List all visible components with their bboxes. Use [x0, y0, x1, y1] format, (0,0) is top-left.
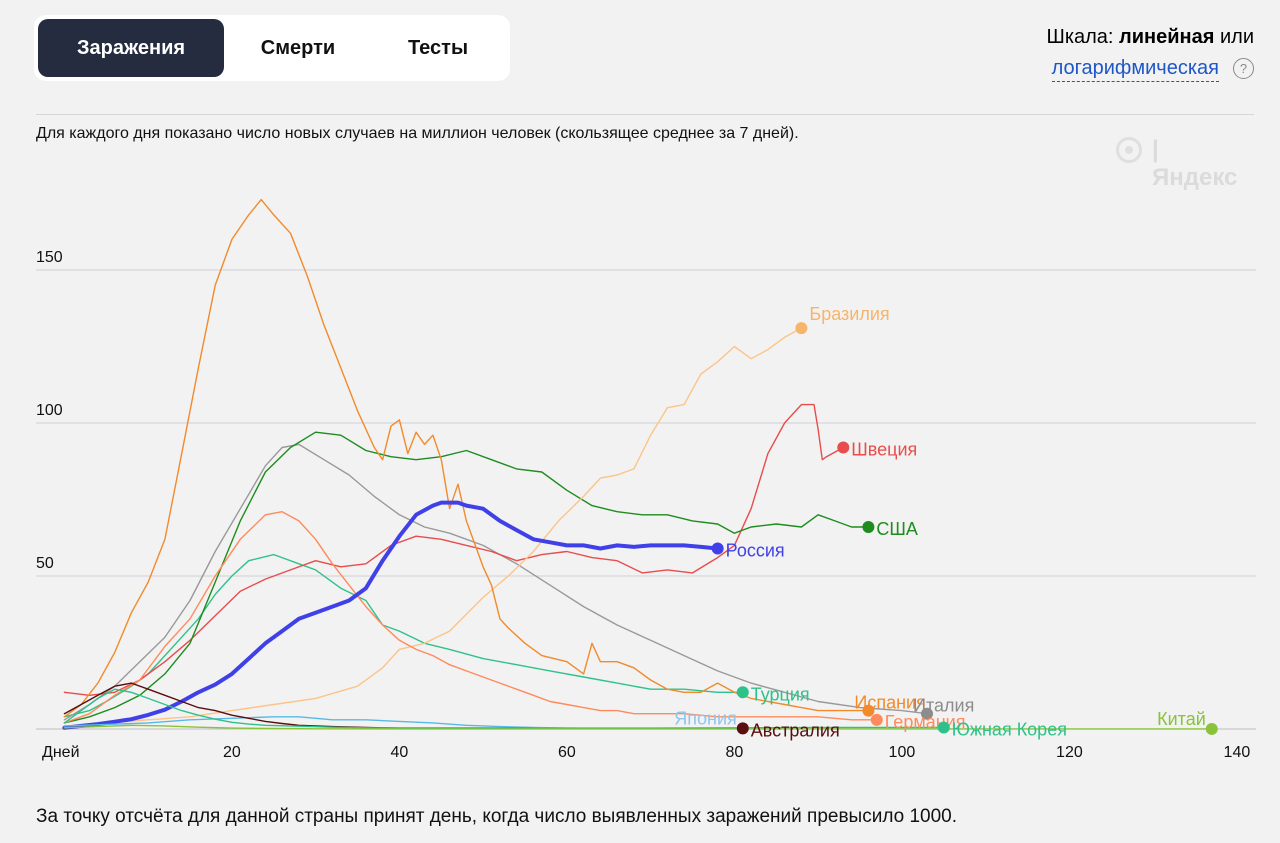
- series-line: [63, 431, 870, 724]
- series-line: [62, 500, 720, 730]
- series-end-marker: [795, 322, 808, 335]
- scale-log-link[interactable]: логарифмическая: [1051, 57, 1219, 82]
- series-end-marker: [937, 721, 950, 734]
- header-divider: [36, 114, 1254, 115]
- series-label: Испания: [854, 693, 925, 713]
- y-tick-label: 150: [36, 249, 63, 266]
- x-tick-label: 120: [1056, 744, 1083, 761]
- x-tick-label: 60: [558, 744, 576, 761]
- series-end-marker: [837, 441, 850, 454]
- series-label: Япония: [674, 708, 737, 728]
- series-line: [63, 443, 928, 721]
- x-tick-label: 40: [391, 744, 409, 761]
- chart-description: Для каждого дня показано число новых слу…: [36, 125, 799, 142]
- series-label: Турция: [751, 684, 810, 704]
- yandex-watermark: | Яндекс: [1112, 133, 1244, 191]
- series-label: Швеция: [851, 439, 917, 459]
- series-label: Италия: [913, 696, 974, 716]
- watermark-brand: | Яндекс: [1152, 136, 1238, 191]
- series-label: США: [876, 519, 918, 539]
- series-line: [63, 403, 844, 696]
- x-tick-label: 20: [223, 744, 241, 761]
- yandex-logo-icon: [1116, 137, 1142, 163]
- series-end-marker: [921, 707, 934, 720]
- help-icon[interactable]: ?: [1233, 58, 1254, 80]
- scale-label: Шкала:: [1046, 26, 1114, 48]
- tab-deaths[interactable]: Смерти: [260, 37, 336, 59]
- series-label: Австралия: [751, 720, 840, 740]
- series-end-marker: [870, 713, 883, 726]
- scale-or: или: [1219, 26, 1254, 48]
- series-line: [63, 553, 744, 718]
- series-end-marker: [736, 722, 749, 735]
- footnote: За точку отсчёта для данной страны приня…: [36, 806, 958, 827]
- scale-linear-option: линейная: [1119, 26, 1215, 48]
- x-tick-label: 140: [1224, 744, 1251, 761]
- series-end-marker: [736, 686, 749, 699]
- series-line: [63, 327, 803, 727]
- y-tick-label: 100: [36, 402, 63, 419]
- metric-tabs: Заражения Смерти Тесты: [34, 15, 510, 81]
- series-end-marker: [1205, 722, 1218, 735]
- tab-infections[interactable]: Заражения: [38, 19, 224, 77]
- x-axis-label: Дней: [42, 744, 80, 761]
- x-tick-label: 80: [726, 744, 744, 761]
- scale-switcher: Шкала: линейная или логарифмическая?: [1046, 26, 1254, 82]
- x-tick-label: 100: [889, 744, 916, 761]
- series-line: [63, 724, 1213, 730]
- series-line: [63, 511, 878, 724]
- series-end-marker: [711, 542, 724, 555]
- series-label: Россия: [726, 540, 785, 560]
- tab-tests[interactable]: Тесты: [407, 37, 469, 59]
- series-label: Бразилия: [809, 304, 889, 324]
- y-tick-label: 50: [36, 555, 54, 572]
- series-label: Южная Корея: [952, 719, 1067, 739]
- series-end-marker: [862, 521, 875, 534]
- series-line: [63, 688, 945, 729]
- series-end-marker: [862, 704, 875, 717]
- series-line: [63, 198, 870, 718]
- series-label: Китай: [1157, 709, 1206, 729]
